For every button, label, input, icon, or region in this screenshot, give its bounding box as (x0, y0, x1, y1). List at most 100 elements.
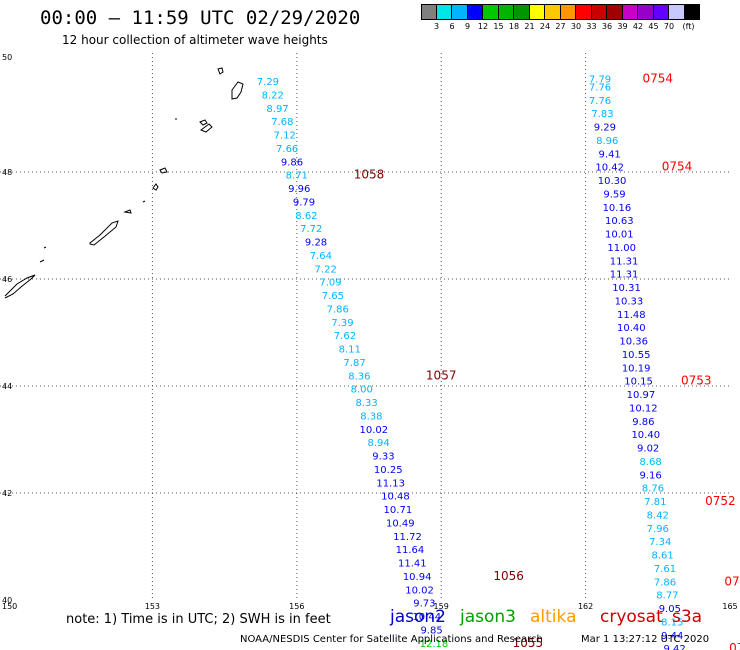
wave-height-value: 8.33 (355, 398, 377, 409)
page-title: 00:00 – 11:59 UTC 02/29/2020 (40, 7, 361, 29)
wave-height-value: 10.19 (622, 363, 651, 374)
wave-height-value: 10.30 (598, 176, 627, 187)
wave-height-value: 10.02 (405, 585, 434, 596)
wave-height-value: 10.63 (605, 216, 634, 227)
y-tick-label: 42 (2, 489, 12, 498)
wave-height-value: 8.42 (647, 510, 669, 521)
pass-time-label: 0751 (729, 641, 740, 650)
coastline (4, 67, 244, 299)
map-grid (0, 53, 730, 600)
wave-height-value: 9.44 (661, 631, 683, 642)
wave-height-value: 7.87 (343, 358, 365, 369)
legend-item-altika: altika (530, 607, 577, 627)
wave-height-value: 8.61 (651, 551, 673, 562)
colorbar-swatch (436, 4, 452, 20)
wave-height-value: 7.96 (647, 524, 669, 535)
legend-item-cryosat: cryosat (600, 607, 663, 627)
pass-time-label: 1056 (493, 569, 524, 583)
wave-height-value: 11.72 (393, 532, 422, 543)
colorbar-label: 70 (663, 22, 675, 31)
wave-height-value: 9.05 (659, 604, 681, 615)
credit-text: NOAA/NESDIS Center for Satellite Applica… (240, 634, 543, 645)
pass-time-label: 0752 (705, 494, 736, 508)
colorbar-swatch (514, 4, 530, 20)
wave-height-value: 10.44 (412, 612, 441, 623)
colorbar-label: 21 (524, 22, 535, 31)
colorbar-swatch (498, 4, 514, 20)
wave-height-value: 10.36 (619, 337, 648, 348)
wave-height-value: 8.94 (367, 438, 389, 449)
colorbar-swatch (452, 4, 468, 20)
pass-time-label: 1055 (513, 636, 544, 650)
x-tick-label: 162 (578, 602, 593, 611)
wave-height-value: 7.68 (271, 117, 293, 128)
x-tick-label: 156 (289, 602, 304, 611)
wave-height-value: 8.38 (360, 411, 382, 422)
colorbar-label: 9 (464, 22, 471, 31)
wave-height-value: 9.96 (288, 184, 310, 195)
wave-height-value: 7.66 (276, 144, 298, 155)
wave-height-value: 7.86 (327, 304, 349, 315)
wave-height-value: 9.16 (639, 470, 661, 481)
wave-height-value: 8.97 (266, 104, 288, 115)
wave-height-value: 8.76 (642, 484, 664, 495)
wave-height-value: 8.62 (295, 211, 317, 222)
wave-height-value: 12.18 (420, 639, 449, 650)
wave-height-value: 8.00 (351, 385, 373, 396)
island-11 (43, 246, 47, 249)
wave-height-value: 7.86 (654, 577, 676, 588)
wave-height-value: 7.34 (649, 537, 671, 548)
colorbar-label: 30 (570, 22, 582, 31)
wave-height-value: 7.76 (589, 96, 611, 107)
wave-height-value: 8.22 (262, 90, 284, 101)
wave-height-value: 10.97 (627, 390, 656, 401)
colorbar-swatch (669, 4, 685, 20)
x-tick-label: 150 (2, 602, 17, 611)
wave-height-value: 7.83 (591, 109, 613, 120)
wave-height-value: 11.64 (396, 545, 425, 556)
colorbar-label: 27 (555, 22, 566, 31)
coast-hokkaido (4, 274, 36, 299)
colorbar-label: 12 (477, 22, 489, 31)
pass-time-label: 0754 (662, 160, 693, 174)
pass-time-label: 1057 (426, 368, 457, 382)
wave-height-value: 7.39 (331, 318, 353, 329)
y-tick-label: 50 (2, 53, 12, 62)
island-3 (199, 119, 208, 126)
wave-height-value: 10.94 (403, 572, 432, 583)
wave-height-value: 10.31 (612, 283, 641, 294)
wave-height-value: 9.42 (664, 644, 686, 650)
wave-height-value: 8.71 (286, 171, 308, 182)
colorbar-label: 18 (508, 22, 520, 31)
colorbar-label: 3 (433, 22, 440, 31)
legend-item-jason2: jason2 (390, 607, 446, 627)
colorbar-swatch (545, 4, 561, 20)
wave-height-value: 11.31 (610, 270, 639, 281)
wave-height-value: 9.02 (637, 444, 659, 455)
wave-height-value: 10.15 (624, 377, 653, 388)
colorbar-swatch (467, 4, 483, 20)
wave-height-value: 9.86 (632, 417, 654, 428)
y-tick-label: 46 (2, 275, 12, 284)
wave-height-value: 10.33 (615, 296, 644, 307)
colorbar-swatch (653, 4, 669, 20)
wave-height-value: 7.81 (644, 497, 666, 508)
y-tick-label: 44 (2, 382, 12, 391)
colorbar-label: (ft) (682, 22, 695, 31)
wave-height-value: 8.77 (656, 591, 678, 602)
wave-height-value: 10.48 (381, 492, 410, 503)
wave-height-value: 7.61 (654, 564, 676, 575)
units-note: note: 1) Time is in UTC; 2) SWH is in fe… (66, 612, 331, 627)
wave-height-value: 8.36 (348, 371, 370, 382)
axis-labels: 150 153 156 159 162 165 50 48 46 44 42 40 (2, 53, 738, 611)
wave-height-value: 10.02 (359, 425, 388, 436)
legend-item-jason3: jason3 (460, 607, 516, 627)
wave-height-value: 9.29 (594, 123, 616, 134)
wave-height-value: 10.49 (386, 518, 415, 529)
wave-height-value: 9.59 (603, 189, 625, 200)
colorbar-swatch (483, 4, 499, 20)
wave-height-value: 10.16 (603, 203, 632, 214)
colorbar-swatch (529, 4, 545, 20)
wave-height-value: 7.76 (589, 82, 611, 93)
colorbar (421, 4, 700, 20)
